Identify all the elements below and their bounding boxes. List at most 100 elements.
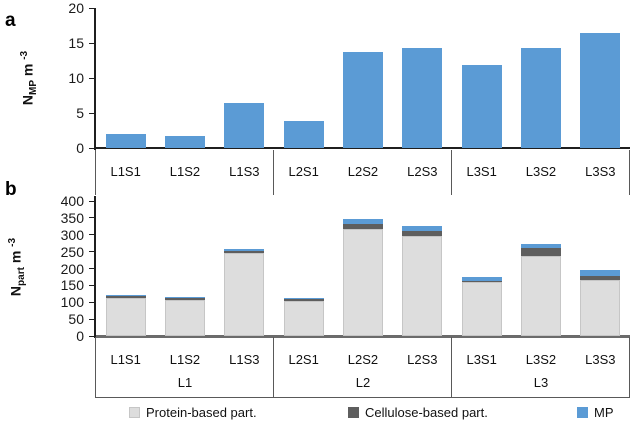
panel-b-y-tick	[89, 335, 94, 337]
panel-a-category-label-L1S2: L1S2	[169, 164, 201, 179]
bar-segment-L3S3-protein	[580, 279, 621, 336]
panel-a-letter: a	[5, 10, 16, 31]
panel-a-category-label-L3S3: L3S3	[585, 164, 616, 179]
bar-segment-L2S1-cellulose	[283, 299, 324, 301]
panel-a-group-divider-2	[451, 150, 452, 195]
panel-b-x-axis	[96, 335, 630, 338]
legend-label: Cellulose-based part.	[365, 405, 488, 420]
panel-b-category-label-L1S3: L1S3	[229, 352, 260, 367]
panel-b-group-label-L2: L2	[355, 375, 371, 390]
panel-a-y-tick	[89, 112, 94, 114]
panel-b-y-tick-label: 150	[60, 277, 84, 294]
bar-segment-L1S2-protein	[165, 299, 205, 336]
bar-segment-L3S2-mp	[521, 243, 561, 249]
bar-segment-L3S1-mp	[461, 276, 502, 281]
panel-a-category-label-L2S3: L2S3	[407, 164, 438, 179]
bar-segment-L2S2-cellulose	[343, 223, 383, 230]
panel-b-y-tick-label: 0	[76, 328, 84, 344]
bar-a-L3S3	[580, 33, 621, 148]
bar-a-L1S2	[165, 136, 205, 148]
bar-a-L3S2	[521, 47, 561, 148]
panel-a-y-axis-title: NMP m -3	[18, 50, 40, 106]
panel-a-y-tick-label: 5	[76, 105, 84, 121]
panel-a-y-tick-label: 0	[76, 140, 84, 156]
panel-b-group-divider-1	[273, 337, 274, 397]
bar-segment-L3S3-mp	[580, 270, 621, 276]
bar-segment-L2S2-mp	[343, 218, 383, 224]
panel-b-y-tick	[89, 251, 94, 253]
panel-a-group-divider-0	[95, 150, 96, 195]
bar-segment-L1S1-cellulose	[105, 296, 146, 298]
panel-a-y-tick	[89, 147, 94, 149]
panel-a-y-tick-label: 15	[68, 35, 84, 51]
panel-b-y-tick	[89, 234, 94, 236]
panel-a-group-divider-1	[273, 150, 274, 195]
panel-a-category-label-L3S1: L3S1	[466, 164, 497, 179]
panel-b-category-label-L3S3: L3S3	[585, 352, 616, 367]
panel-b-y-tick-label: 200	[60, 260, 84, 277]
panel-a-group-divider-3	[629, 150, 630, 195]
legend-label: Protein-based part.	[146, 405, 257, 420]
legend-swatch-cellulose	[348, 407, 359, 418]
bar-segment-L1S2-cellulose	[165, 298, 205, 300]
bar-segment-L3S1-cellulose	[461, 280, 502, 283]
panel-a-y-tick	[89, 7, 94, 9]
panel-b-category-label-L3S1: L3S1	[466, 352, 497, 367]
panel-b-y-tick-label: 250	[60, 243, 84, 260]
panel-b-y-tick-label: 50	[68, 311, 84, 328]
panel-b-y-tick	[89, 217, 94, 219]
legend-item-mp: MP	[577, 405, 614, 420]
panel-b-y-tick-label: 300	[60, 226, 84, 243]
legend-label: MP	[594, 405, 614, 420]
panel-a-category-label-L1S3: L1S3	[229, 164, 260, 179]
panel-a-y-tick-label: 10	[68, 70, 84, 86]
bar-segment-L2S3-protein	[402, 236, 443, 336]
bar-segment-L3S2-cellulose	[521, 248, 561, 256]
panel-b-category-label-L1S2: L1S2	[169, 352, 201, 367]
panel-b-y-tick	[89, 284, 94, 286]
bar-a-L3S1	[461, 65, 502, 148]
panel-a-y-tick	[89, 42, 94, 44]
panel-b-y-tick	[89, 301, 94, 303]
panel-a-y-tick	[89, 77, 94, 79]
bar-a-L1S1	[105, 134, 146, 148]
bar-a-L2S3	[402, 47, 443, 148]
bar-segment-L1S3-protein	[224, 253, 265, 336]
bar-segment-L2S1-mp	[283, 297, 324, 300]
panel-b-category-label-L2S2: L2S2	[347, 352, 379, 367]
panel-b-label-box-bottom-border	[95, 397, 630, 398]
bar-segment-L1S1-protein	[105, 297, 146, 336]
panel-a-category-label-L1S1: L1S1	[110, 164, 141, 179]
panel-b-category-label-L1S1: L1S1	[110, 352, 141, 367]
panel-b-category-label-L3S2: L3S2	[525, 352, 557, 367]
panel-b-group-label-L3: L3	[533, 375, 549, 390]
legend-item-protein: Protein-based part.	[129, 405, 257, 420]
panel-b-y-tick-label: 350	[60, 209, 84, 226]
legend-swatch-protein	[129, 407, 140, 418]
bar-a-L1S3	[224, 103, 265, 148]
bar-segment-L2S1-protein	[283, 300, 324, 336]
panel-a-category-label-L2S2: L2S2	[347, 164, 379, 179]
panel-b-y-tick-label: 100	[60, 294, 84, 311]
bar-segment-L2S2-protein	[343, 229, 383, 336]
bar-segment-L2S3-mp	[402, 226, 443, 232]
panel-a-y-axis	[94, 8, 96, 150]
bar-segment-L3S3-cellulose	[580, 275, 621, 280]
panel-b-group-label-L1: L1	[177, 375, 193, 390]
bar-a-L2S2	[343, 52, 383, 148]
panel-a-category-label-L3S2: L3S2	[525, 164, 557, 179]
panel-b-category-label-L2S1: L2S1	[288, 352, 319, 367]
bar-a-L2S1	[283, 121, 324, 148]
bar-segment-L3S2-protein	[521, 255, 561, 336]
panel-b-y-axis	[94, 196, 96, 338]
panel-b-letter: b	[5, 179, 17, 200]
panel-b-y-axis-title: Npart m -3	[6, 237, 28, 297]
bar-segment-L1S2-mp	[165, 296, 205, 299]
legend-item-cellulose: Cellulose-based part.	[348, 405, 488, 420]
panel-a-x-axis	[96, 147, 630, 149]
bar-segment-L1S1-mp	[105, 294, 146, 297]
bar-segment-L2S3-cellulose	[402, 231, 443, 237]
bar-segment-L3S1-protein	[461, 282, 502, 336]
panel-b-category-label-L2S3: L2S3	[407, 352, 438, 367]
